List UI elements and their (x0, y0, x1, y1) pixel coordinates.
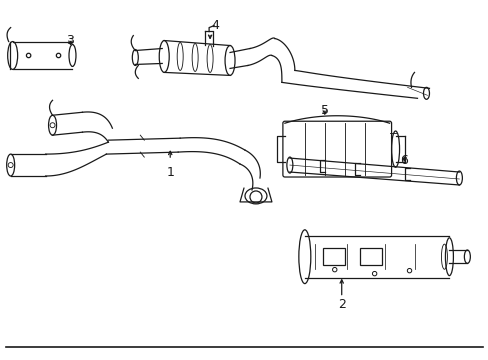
Text: 6: 6 (400, 154, 407, 167)
Bar (359, 248, 381, 265)
Text: 5: 5 (320, 104, 328, 117)
Text: 2: 2 (337, 298, 345, 311)
Text: 3: 3 (66, 34, 74, 47)
Bar (322, 248, 344, 265)
Text: 1: 1 (166, 166, 174, 179)
Text: 4: 4 (211, 19, 219, 32)
